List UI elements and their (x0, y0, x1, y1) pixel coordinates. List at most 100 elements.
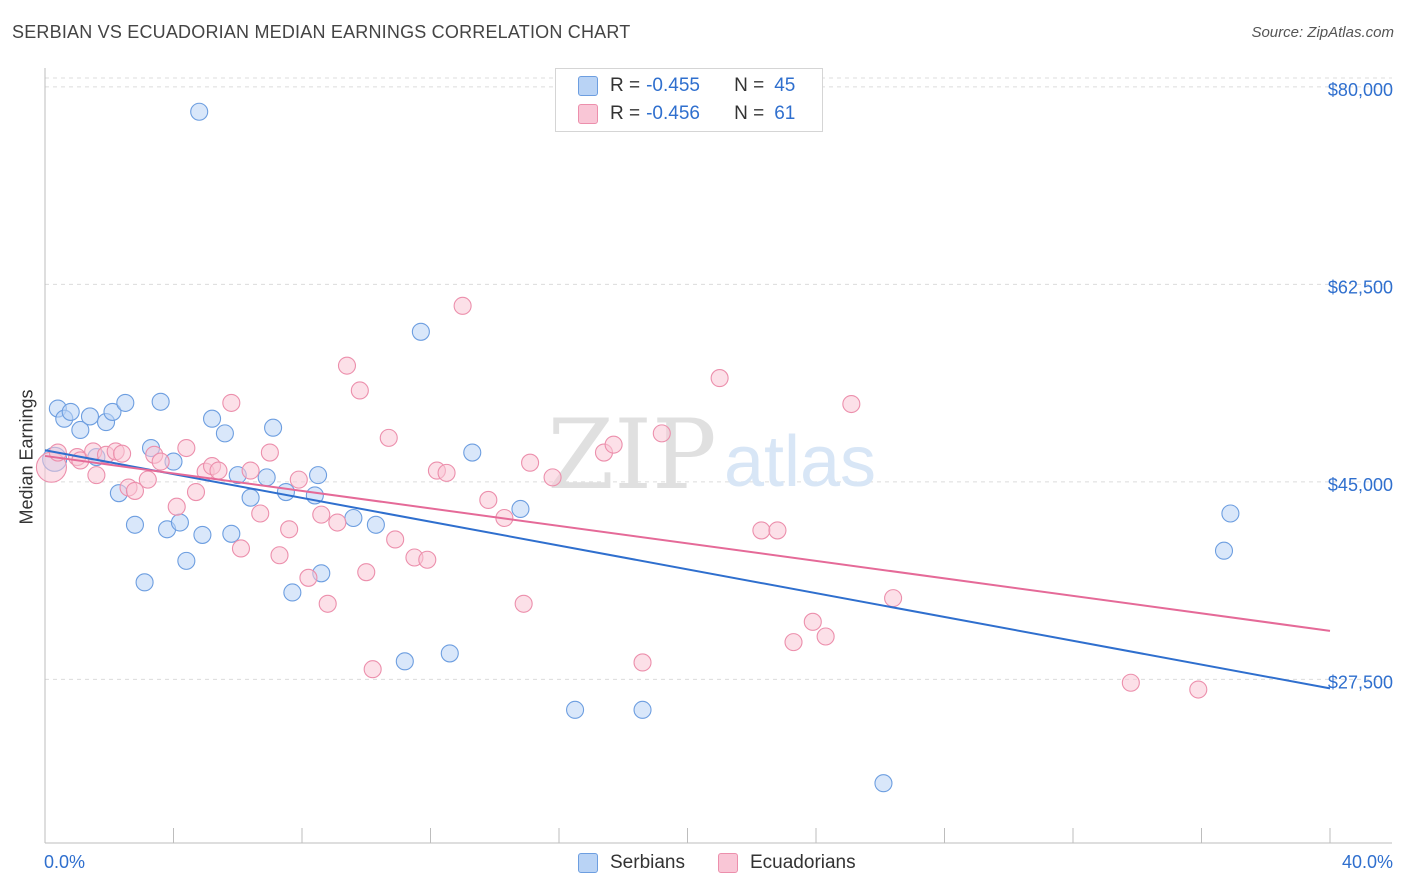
x-axis-max-label: 40.0% (1341, 852, 1393, 872)
y-tick-labels: $27,500 $45,000 $62,500 $80,000 (1328, 80, 1393, 692)
serbians-point (411, 322, 430, 341)
ecuadorians-point (768, 521, 787, 540)
legend-row-serbians: R = -0.455 N = 45 (578, 73, 795, 99)
chart-title: SERBIAN VS ECUADORIAN MEDIAN EARNINGS CO… (12, 22, 631, 42)
data-points (35, 102, 1240, 793)
ecuadorians-point (138, 470, 157, 489)
legend-n-label: N = (734, 103, 765, 124)
serbians-point (283, 583, 302, 602)
ecuadorians-point (884, 589, 903, 608)
ecuadorians-point (113, 444, 132, 463)
serbians-point (103, 402, 122, 421)
watermark-zip: ZIP (547, 399, 716, 511)
ecuadorians-point (652, 424, 671, 443)
serbians-point (395, 652, 414, 671)
serbians-point (257, 468, 276, 487)
serbians-point (61, 402, 80, 421)
serbians-point (193, 525, 212, 544)
y-tick-label: $27,500 (1328, 672, 1393, 692)
ecuadorians-point (270, 546, 289, 565)
watermark: ZIP atlas (547, 399, 876, 511)
ecuadorians-point (299, 568, 318, 587)
ecuadorians-point (752, 521, 771, 540)
ecuadorians-point (386, 530, 405, 549)
serbians-point (309, 466, 328, 485)
serbians-point (71, 420, 90, 440)
legend-item-serbians[interactable]: Serbians (578, 852, 685, 874)
serbians-point (463, 443, 482, 462)
ecuadorians-point (167, 497, 186, 516)
ecuadorians-point (87, 466, 106, 485)
ecuadorians-point (260, 443, 279, 462)
serbians-point (170, 513, 189, 532)
serbians-point (116, 393, 135, 412)
trend-lines (44, 449, 1331, 690)
ecuadorians-point (251, 504, 270, 523)
serbians-point (80, 407, 100, 426)
legend-r-value: -0.456 (646, 103, 700, 124)
serbians-point (276, 482, 295, 502)
y-tick-label: $80,000 (1328, 80, 1393, 100)
serbians-point (440, 644, 459, 663)
ecuadorians-point (241, 461, 260, 480)
ecuadorians-point (453, 296, 472, 315)
y-tick-label: $45,000 (1328, 475, 1393, 495)
legend-swatch-serbians (578, 853, 598, 873)
stats-legend: R = -0.455 N = 45 R = -0.456 N = 61 (555, 68, 823, 132)
ecuadorians-point (209, 461, 228, 480)
legend-r-label: R = (610, 103, 641, 124)
ecuadorians-point (514, 594, 533, 613)
ecuadorians-point (289, 470, 308, 489)
serbians-point (566, 700, 585, 719)
serbians-point (215, 424, 234, 443)
ecuadorians-point (418, 550, 437, 569)
ecuadorians-point (379, 428, 398, 447)
ecuadorians-point (177, 438, 196, 458)
serbians-point (511, 499, 530, 519)
serbians-point (135, 573, 154, 592)
ecuadorians-point (186, 482, 206, 502)
ecuadorians-point (521, 453, 540, 472)
ecuadorians-point (222, 393, 241, 412)
ecuadorians-point (604, 435, 623, 454)
legend-label-serbians: Serbians (610, 852, 685, 873)
source-label: Source: ZipAtlas.com (1251, 24, 1394, 41)
serbians-point (633, 700, 652, 719)
ecuadorians-point (363, 660, 382, 679)
legend-r-label: R = (610, 75, 641, 96)
serbians-point (177, 551, 196, 570)
ecuadorians-point (633, 653, 652, 672)
legend-swatch-ecuadorians (718, 853, 738, 873)
ecuadorians-point (543, 468, 562, 487)
serbians-point (241, 488, 260, 507)
watermark-atlas: atlas (724, 422, 876, 502)
serbians-point (366, 515, 385, 534)
legend-label-ecuadorians: Ecuadorians (750, 852, 856, 873)
serbians-point (222, 524, 241, 543)
legend-item-ecuadorians[interactable]: Ecuadorians (718, 852, 856, 874)
ecuadorians-point (710, 369, 729, 388)
ecuadorians-point (1121, 673, 1140, 692)
serbians-point (1214, 541, 1234, 560)
x-axis-min-label: 0.0% (44, 852, 86, 872)
y-tick-label: $62,500 (1328, 277, 1393, 297)
ecuadorians-point (437, 463, 456, 482)
ecuadorians-point (1189, 680, 1208, 699)
legend-n-value: 61 (774, 103, 796, 124)
ecuadorians-point (479, 490, 498, 509)
legend-swatch-ecuadorians (578, 104, 598, 124)
ecuadorians-point (231, 539, 251, 558)
legend-n-value: 45 (774, 75, 796, 96)
ecuadorians-point (842, 394, 861, 414)
legend-n-label: N = (734, 75, 765, 96)
ecuadorians-point (357, 563, 376, 582)
ecuadorians-point (337, 356, 357, 375)
serbians-point (1221, 504, 1240, 523)
legend-r-value: -0.455 (646, 75, 700, 96)
series-legend: Serbians Ecuadorians (0, 852, 1406, 878)
axes (44, 68, 1392, 844)
ecuadorians-point (816, 627, 835, 646)
ecuadorians-point (151, 452, 170, 471)
serbians-point (190, 102, 209, 121)
